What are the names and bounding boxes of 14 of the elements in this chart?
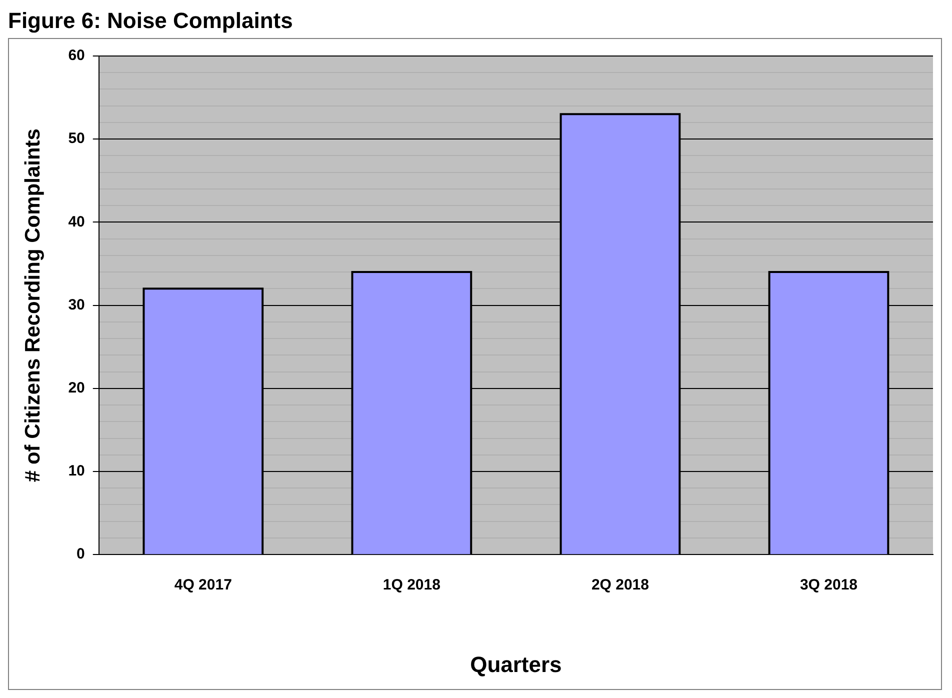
y-tick-label: 50 — [68, 130, 85, 148]
x-axis-title: Quarters — [470, 652, 562, 677]
x-tick-label: 4Q 2017 — [174, 576, 232, 594]
y-tick-label: 20 — [68, 380, 85, 397]
x-tick-label: 2Q 2018 — [591, 576, 649, 594]
y-tick-label: 10 — [68, 462, 85, 480]
chart-title: Figure 6: Noise Complaints — [8, 8, 294, 34]
y-tick-label: 60 — [68, 47, 85, 64]
y-axis-title: # of Citizens Recording Complaints — [21, 128, 44, 482]
y-tick-label: 40 — [68, 213, 85, 230]
y-tick-label: 0 — [76, 546, 85, 563]
x-tick-label: 1Q 2018 — [382, 576, 440, 594]
y-tick-label: 30 — [68, 296, 85, 314]
x-tick-label: 3Q 2018 — [800, 576, 858, 594]
